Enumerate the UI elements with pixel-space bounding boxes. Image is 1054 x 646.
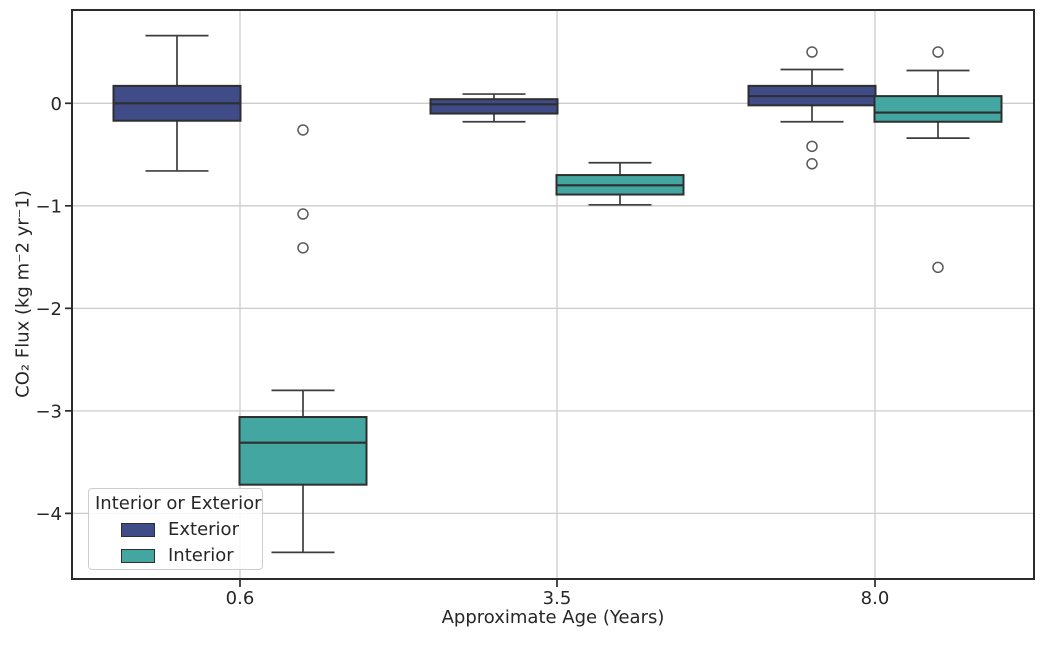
x-tick-label: 0.6 bbox=[226, 588, 255, 609]
y-tick-label: −4 bbox=[35, 504, 62, 525]
legend-swatch-interior bbox=[121, 548, 155, 563]
box-interior-0.6 bbox=[238, 416, 368, 486]
outlier-point-interior-0.6 bbox=[297, 208, 309, 220]
legend-entry-exterior: Exterior bbox=[95, 518, 256, 541]
legend-swatch-exterior bbox=[121, 522, 155, 537]
y-tick-label: −2 bbox=[35, 299, 62, 320]
outlier-point-interior-0.6 bbox=[297, 124, 309, 136]
legend-label-exterior: Exterior bbox=[168, 519, 239, 540]
x-tick-label: 3.5 bbox=[543, 588, 572, 609]
y-axis-title: CO₂ Flux (kg m⁻2 yr⁻1) bbox=[12, 190, 34, 398]
plot-border bbox=[71, 9, 1035, 580]
outlier-point-interior-8.0 bbox=[932, 46, 944, 58]
outlier-point-interior-0.6 bbox=[297, 242, 309, 254]
outlier-point-interior-8.0 bbox=[932, 261, 944, 274]
x-axis-title: Approximate Age (Years) bbox=[441, 607, 665, 628]
outlier-point-exterior-8.0 bbox=[806, 158, 818, 170]
outlier-point-exterior-8.0 bbox=[806, 46, 818, 58]
box-interior-8.0 bbox=[873, 95, 1003, 123]
legend-entry-interior: Interior bbox=[95, 544, 256, 567]
box-exterior-3.5 bbox=[429, 98, 559, 115]
x-tick-label: 8.0 bbox=[861, 588, 890, 609]
legend-title: Interior or Exterior bbox=[95, 493, 262, 514]
y-tick-label: −3 bbox=[35, 401, 62, 422]
outlier-point-exterior-8.0 bbox=[806, 140, 818, 153]
y-tick-label: 0 bbox=[51, 94, 62, 115]
legend: Interior or Exterior Exterior Interior bbox=[88, 488, 263, 570]
legend-label-interior: Interior bbox=[168, 545, 234, 566]
y-tick-label: −1 bbox=[35, 196, 62, 217]
